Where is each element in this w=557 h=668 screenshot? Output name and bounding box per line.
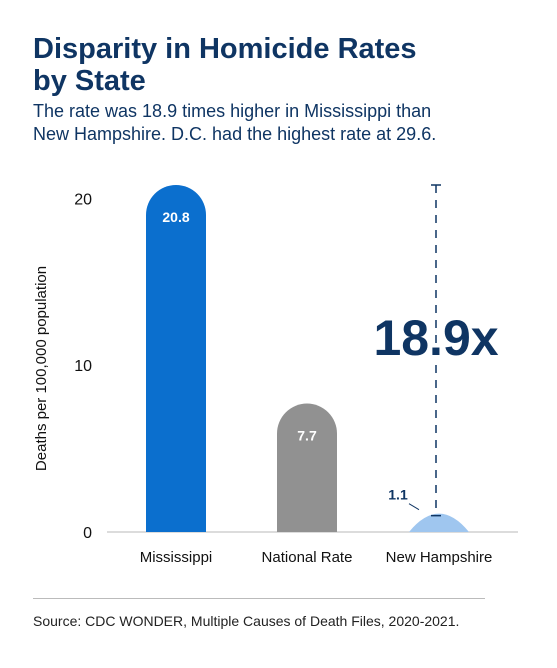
value-label-leader xyxy=(408,503,420,511)
y-tick-label: 10 xyxy=(74,358,92,375)
ratio-annotation-text: 18.9x xyxy=(373,310,498,366)
chart-subtitle: The rate was 18.9 times higher in Missis… xyxy=(33,100,543,146)
bar-national-rate xyxy=(277,403,337,532)
chart-title: Disparity in Homicide Rates by State xyxy=(33,33,533,97)
bar-value-label: 20.8 xyxy=(162,209,189,225)
ratio-annotation: 18.9x xyxy=(370,184,502,517)
footer-divider xyxy=(33,598,485,599)
bar-new-hampshire xyxy=(409,513,469,532)
source-note: Source: CDC WONDER, Multiple Causes of D… xyxy=(33,613,460,629)
chart-title-line-1: Disparity in Homicide Rates xyxy=(33,33,417,65)
bars: 20.8 7.7 1.1 xyxy=(107,185,518,533)
chart-subtitle-line-2: New Hampshire. D.C. had the highest rate… xyxy=(33,124,437,144)
bar-value-label: 1.1 xyxy=(388,487,408,503)
bar-chart: Deaths per 100,000 population 0 10 20 20.8… xyxy=(33,184,518,566)
y-tick-labels: 0 10 20 xyxy=(74,191,92,542)
y-axis-label-group: Deaths per 100,000 population xyxy=(33,266,50,471)
y-tick-label: 20 xyxy=(74,191,92,208)
y-axis-label: Deaths per 100,000 population xyxy=(33,266,50,471)
chart-subtitle-line-1: The rate was 18.9 times higher in Missis… xyxy=(33,101,432,121)
x-tick-labels: Mississippi National Rate New Hampshire xyxy=(140,549,493,566)
bar-mississippi xyxy=(146,185,206,532)
x-tick-label: New Hampshire xyxy=(386,549,493,566)
x-tick-label: National Rate xyxy=(262,549,353,566)
bar-value-label: 7.7 xyxy=(297,428,317,444)
chart-title-line-2: by State xyxy=(33,65,146,97)
y-tick-label: 0 xyxy=(83,525,92,542)
x-tick-label: Mississippi xyxy=(140,549,213,566)
